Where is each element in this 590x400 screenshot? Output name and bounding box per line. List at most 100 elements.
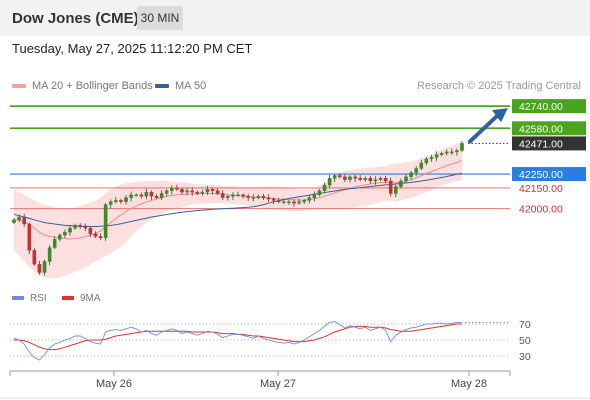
candle-body [343,176,347,180]
candle-body [424,158,429,164]
last-price-label: 42471.00 [519,138,563,150]
rsi-ma-label: 9MA [80,293,101,304]
candle-body [144,191,149,197]
candle-body [154,196,159,198]
candle-body [195,191,200,194]
candle-body [297,201,301,204]
candle-body [93,233,98,237]
ma50-line [13,172,463,227]
resistance-label: 42740.00 [519,101,563,113]
candle-body [373,179,378,182]
candle-body [419,162,424,169]
candle-body [12,219,16,223]
resistance-label: 42580.00 [519,123,563,135]
candle-body [32,250,37,265]
rsi-label: RSI [30,293,47,304]
candle-body [241,194,245,197]
candle-body [236,194,240,197]
forecast-arrow [468,108,508,144]
rsi-ma-swatch [62,296,74,301]
candle-body [251,197,256,199]
chart-datetime: Tuesday, May 27, 2025 11:12:20 PM CET [12,41,253,56]
candle-body [338,175,342,178]
candle-body [231,194,235,197]
candle-body [261,196,266,198]
timeframe-button[interactable]: 30 MIN [137,6,183,30]
candle-body [404,176,408,182]
candle-body [287,201,291,203]
candle-body [434,154,439,158]
candle-body [47,247,52,262]
candle-body [205,189,210,193]
candle-body [317,190,322,196]
candle-body [455,150,459,153]
candle-body [129,194,133,198]
candle-body [83,226,88,229]
candle-body [134,194,138,197]
candle-body [226,196,230,198]
candle-body [332,175,337,179]
candle-body [409,172,413,178]
candle-body [63,232,67,236]
candle-body [52,239,57,248]
legend-rsi-ma: 9MA [62,293,101,304]
candle-body [73,225,77,229]
bollinger-band [14,140,462,279]
candle-body [215,190,220,194]
pivot-tag [512,167,586,182]
resistance-tag [512,99,586,114]
price-level-labels: 42740.00 42580.00 42471.00 42250.00 42150.00… [512,99,586,216]
candle-body [88,227,93,234]
x-axis: May 26 May 27 May 28 [0,370,590,399]
candle-body [302,200,306,202]
candle-body [399,180,403,187]
candle-body [37,263,42,273]
candle-body [68,227,72,233]
pivot-label: 42250.00 [519,169,563,181]
candle-body [414,168,418,173]
candle-body [439,153,444,155]
rsi-tick-label: 70 [519,319,531,331]
ma50-swatch [155,84,169,89]
legend-ma20: MA 20 + Bollinger Bands [12,80,153,92]
candle-body [282,201,286,203]
candle-body [139,194,144,197]
candle-body [103,204,108,239]
candle-body [394,186,398,194]
candle-body [164,190,169,194]
rsi-swatch [12,296,24,301]
candle-body [124,197,128,202]
candle-body [27,223,32,251]
candle-body [149,191,154,197]
candle-body [170,187,174,191]
header-bar: Dow Jones (CME) 30 MIN [0,0,590,36]
forecast-arrow-head [492,108,508,123]
copyright-text: Research © 2025 Trading Central [416,80,581,92]
candle-body [256,196,261,198]
rsi-tick-label: 50 [519,335,531,347]
candle-body [327,178,332,186]
forecast-arrow-shaft [468,113,500,144]
candle-body [322,184,327,191]
rsi-panel: 70 50 30 [10,319,531,363]
x-tick-label: May 26 [96,378,132,390]
bollinger-band-fill [14,140,462,279]
candle-body [276,200,281,202]
candle-body [444,151,449,154]
support-label: 42150.00 [519,183,563,195]
candle-body [368,178,373,182]
candle-body [180,189,184,193]
candle-body [114,200,118,202]
candle-body [312,194,317,198]
candle-body [42,261,47,273]
candle-body [119,200,123,202]
support-label: 42000.00 [519,204,563,216]
candle-body [378,178,383,180]
candle-body [246,196,250,198]
x-tick-label: May 28 [451,378,487,390]
ma50-label: MA 50 [175,80,207,92]
price-levels [10,105,510,210]
candle-body [175,187,179,190]
candle-body [348,176,352,180]
